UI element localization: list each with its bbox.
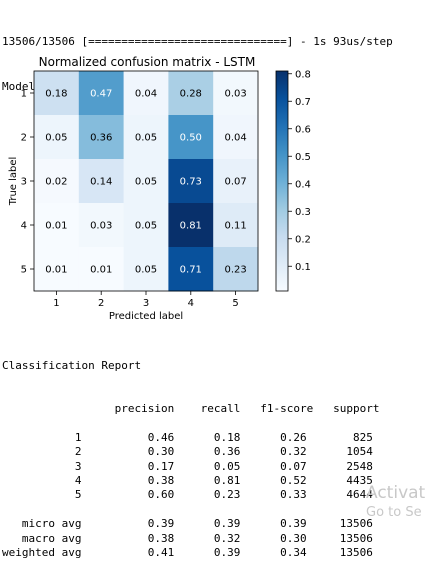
cell-value-label: 0.01 (90, 265, 112, 276)
heatmap-cell (34, 247, 80, 292)
cell-value-label: 0.11 (224, 221, 246, 232)
heatmap-cell (213, 203, 259, 248)
heatmap-cell (123, 203, 169, 248)
cell-value-label: 0.05 (45, 133, 67, 144)
heatmap-cell (34, 71, 80, 116)
cell-value-label: 0.04 (135, 89, 157, 100)
progress-line: 13506/13506 [===========================… (2, 35, 393, 48)
x-tick-label: 1 (53, 298, 59, 309)
heatmap-cell (168, 203, 214, 248)
cell-value-label: 0.23 (224, 265, 246, 276)
heatmap-cell (168, 159, 214, 204)
report-row: 3 0.17 0.05 0.07 2548 (2, 459, 373, 473)
colorbar-tick-label: 0.5 (295, 152, 311, 163)
heatmap-cell (123, 115, 169, 160)
colorbar-tick-label: 0.3 (295, 207, 311, 218)
heatmap-cell (123, 71, 169, 116)
report-column-headers: precision recall f1-score support (2, 402, 380, 416)
cell-value-label: 0.71 (180, 265, 202, 276)
cell-value-label: 0.03 (90, 221, 112, 232)
y-tick-label: 2 (21, 133, 27, 144)
watermark-line-1: Activat (366, 483, 426, 503)
report-average-row: weighted avg 0.41 0.39 0.34 13506 (2, 546, 373, 560)
colorbar-tick-label: 0.1 (295, 262, 311, 273)
heatmap-cell (78, 247, 125, 292)
cell-value-label: 0.01 (45, 221, 67, 232)
colorbar (275, 70, 289, 292)
y-tick-label: 4 (21, 221, 27, 232)
colorbar-tick-label: 0.7 (295, 97, 311, 108)
heatmap-cell (123, 159, 169, 204)
y-tick-label: 3 (21, 177, 27, 188)
heatmap-cell (168, 247, 214, 292)
colorbar-tick-label: 0.4 (295, 179, 311, 190)
heatmap-cell (78, 115, 125, 160)
report-spacer (2, 503, 380, 517)
heatmap-cell (34, 203, 80, 248)
heatmap-cell (78, 159, 125, 204)
cell-value-label: 0.18 (45, 89, 67, 100)
cell-value-label: 0.36 (90, 133, 112, 144)
x-tick-label: 3 (143, 298, 149, 309)
heatmap-cell (213, 247, 259, 292)
heatmap-cell (168, 71, 214, 116)
cell-value-label: 0.14 (90, 177, 112, 188)
report-average-row: micro avg 0.39 0.39 0.39 13506 (2, 517, 373, 531)
heatmap-cell (34, 115, 80, 160)
cell-value-label: 0.05 (135, 265, 157, 276)
cell-value-label: 0.02 (45, 177, 67, 188)
x-axis-label: Predicted label (109, 311, 183, 322)
cell-value-label: 0.50 (180, 133, 202, 144)
report-row: 1 0.46 0.18 0.26 825 (2, 430, 373, 444)
heatmap-cell (78, 71, 125, 116)
cell-value-label: 0.03 (224, 89, 246, 100)
cell-value-label: 0.47 (90, 89, 112, 100)
report-spacer (2, 416, 380, 430)
cell-value-label: 0.05 (135, 177, 157, 188)
cell-value-label: 0.81 (180, 221, 202, 232)
heatmap-cell (213, 159, 259, 204)
x-tick-label: 5 (232, 298, 238, 309)
report-row: 4 0.38 0.81 0.52 4435 (2, 474, 373, 488)
x-tick-label: 2 (98, 298, 104, 309)
cell-value-label: 0.28 (180, 89, 202, 100)
y-axis-label: True label (8, 157, 19, 207)
heatmap-cell (213, 115, 259, 160)
heatmap-cell (78, 203, 125, 248)
heatmap-cell (123, 247, 169, 292)
colorbar-tick-label: 0.2 (295, 234, 311, 245)
colorbar-tick-label: 0.8 (295, 69, 311, 80)
report-average-row: macro avg 0.38 0.32 0.30 13506 (2, 531, 373, 545)
watermark-line-2: Go to Se (366, 505, 422, 520)
y-tick-label: 1 (21, 89, 27, 100)
activation-watermark: Activat Go to Se (366, 483, 425, 523)
classification-report: Classification Report precision recall f… (2, 330, 380, 575)
x-tick-label: 4 (188, 298, 194, 309)
cell-value-label: 0.73 (180, 177, 202, 188)
chart-title: Normalized confusion matrix - LSTM (39, 55, 256, 69)
colorbar-tick-label: 0.6 (295, 124, 311, 135)
cell-value-label: 0.05 (135, 133, 157, 144)
heatmap-cell (168, 115, 214, 160)
cell-value-label: 0.01 (45, 265, 67, 276)
heatmap-cell (213, 71, 259, 116)
report-heading: Classification Report (2, 358, 142, 372)
cell-value-label: 0.05 (135, 221, 157, 232)
y-tick-label: 5 (21, 265, 27, 276)
report-row: 2 0.30 0.36 0.32 1054 (2, 445, 373, 459)
cell-value-label: 0.07 (224, 177, 246, 188)
report-row: 5 0.60 0.23 0.33 4644 (2, 488, 373, 502)
confusion-matrix-chart: Normalized confusion matrix - LSTM 0.18 0… (8, 55, 311, 322)
cell-value-label: 0.04 (224, 133, 246, 144)
heatmap-cell (34, 159, 80, 204)
